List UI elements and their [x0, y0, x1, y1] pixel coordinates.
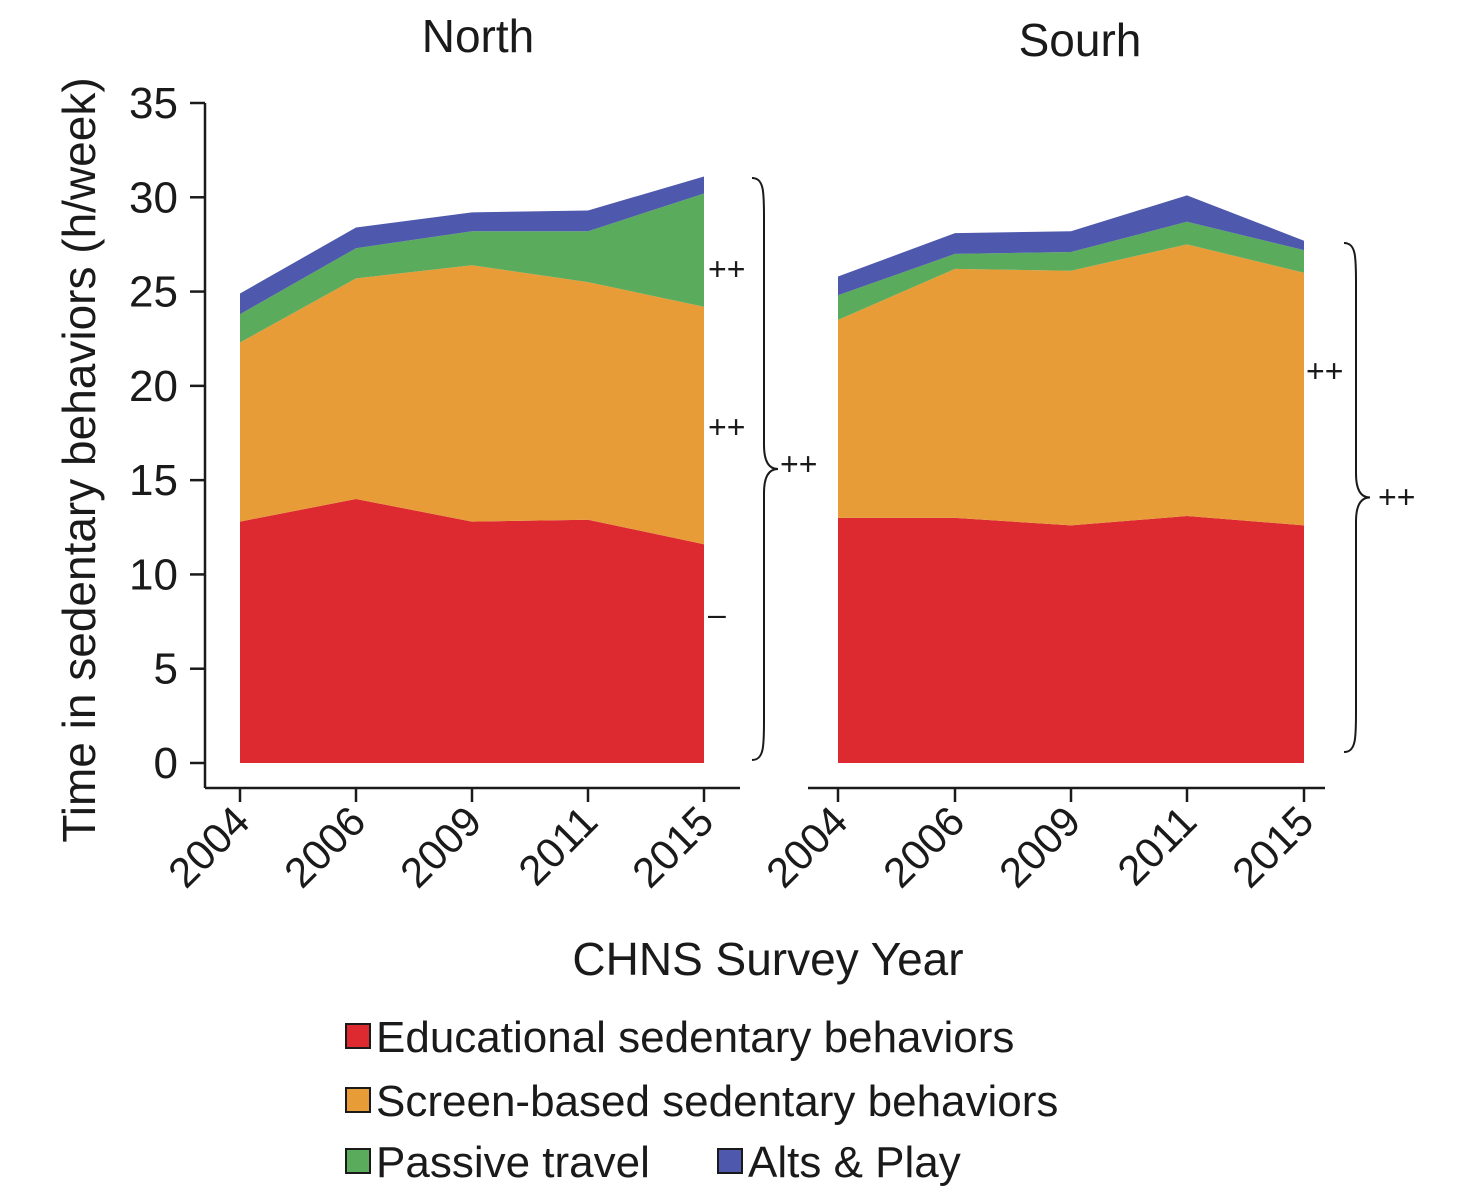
- x-tick-label: 2009: [391, 797, 490, 896]
- area-passive-travel: [240, 193, 704, 343]
- x-tick-label: 2015: [1223, 797, 1322, 896]
- y-tick-label: 5: [154, 645, 178, 694]
- legend-swatch-screen-based-sedentary-behaviors: [345, 1087, 371, 1113]
- annotation-north-total: ++: [780, 446, 817, 482]
- legend-swatch-alts-play: [717, 1148, 743, 1174]
- brace-south-total: [1343, 242, 1371, 753]
- legend-label-educational-sedentary-behaviors: Educational sedentary behaviors: [376, 1013, 1014, 1062]
- annotation-north-screen-based: ++: [708, 409, 745, 445]
- legend: Educational sedentary behaviors Screen-ba…: [345, 1013, 1058, 1187]
- legend-label-screen-based-sedentary-behaviors: Screen-based sedentary behaviors: [376, 1077, 1058, 1126]
- legend-label-passive-travel: Passive travel: [376, 1138, 650, 1187]
- legend-swatch-passive-travel: [345, 1148, 371, 1174]
- y-tick-label: 35: [129, 79, 178, 128]
- x-tick-label: 2004: [159, 797, 258, 896]
- area-screen-based-sedentary-behaviors: [240, 265, 704, 545]
- annotation-south-screen-based: ++: [1306, 353, 1343, 389]
- y-axis-label: Time in sedentary behaviors (h/week): [53, 77, 105, 842]
- y-tick-label: 0: [154, 739, 178, 788]
- area-passive-travel: [838, 221, 1304, 320]
- legend-label-alts-play: Alts & Play: [748, 1138, 961, 1187]
- x-tick-label: 2011: [1108, 797, 1205, 894]
- y-tick-label: 25: [129, 268, 178, 317]
- x-tick-label: 2009: [990, 797, 1089, 896]
- y-tick-label: 15: [129, 456, 178, 505]
- north-title: North: [422, 10, 534, 62]
- annotation-north-educational: –: [708, 596, 726, 632]
- x-tick-label: 2006: [275, 797, 374, 896]
- x-tick-label: 2004: [757, 797, 856, 896]
- trend-annotations: ++ ++ – ++ ++ ++: [708, 177, 1415, 761]
- y-tick-label: 30: [129, 173, 178, 222]
- brace-north-total: [751, 177, 779, 761]
- annotation-south-total: ++: [1378, 479, 1415, 515]
- y-tick-label: 10: [129, 550, 178, 599]
- area-screen-based-sedentary-behaviors: [838, 244, 1304, 526]
- area-educational-sedentary-behaviors: [838, 516, 1304, 763]
- annotation-north-passive-travel: ++: [708, 251, 745, 287]
- x-tick-label: 2006: [874, 797, 973, 896]
- legend-swatch-educational-sedentary-behaviors: [345, 1023, 371, 1049]
- panel-north: North 2004 2006 2009 2011 2015: [159, 10, 740, 896]
- area-alts-play: [838, 195, 1304, 296]
- x-axis-label: CHNS Survey Year: [572, 933, 963, 985]
- panel-south: Sourh 2004 2006 2009 2011 2015: [757, 14, 1325, 896]
- south-title: Sourh: [1019, 14, 1142, 66]
- x-tick-label: 2011: [509, 797, 606, 894]
- y-axis: 0 5 10 15 20 25 30 35: [129, 79, 207, 788]
- area-educational-sedentary-behaviors: [240, 499, 704, 763]
- x-tick-label: 2015: [623, 797, 722, 896]
- y-tick-label: 20: [129, 362, 178, 411]
- area-alts-play: [240, 176, 704, 315]
